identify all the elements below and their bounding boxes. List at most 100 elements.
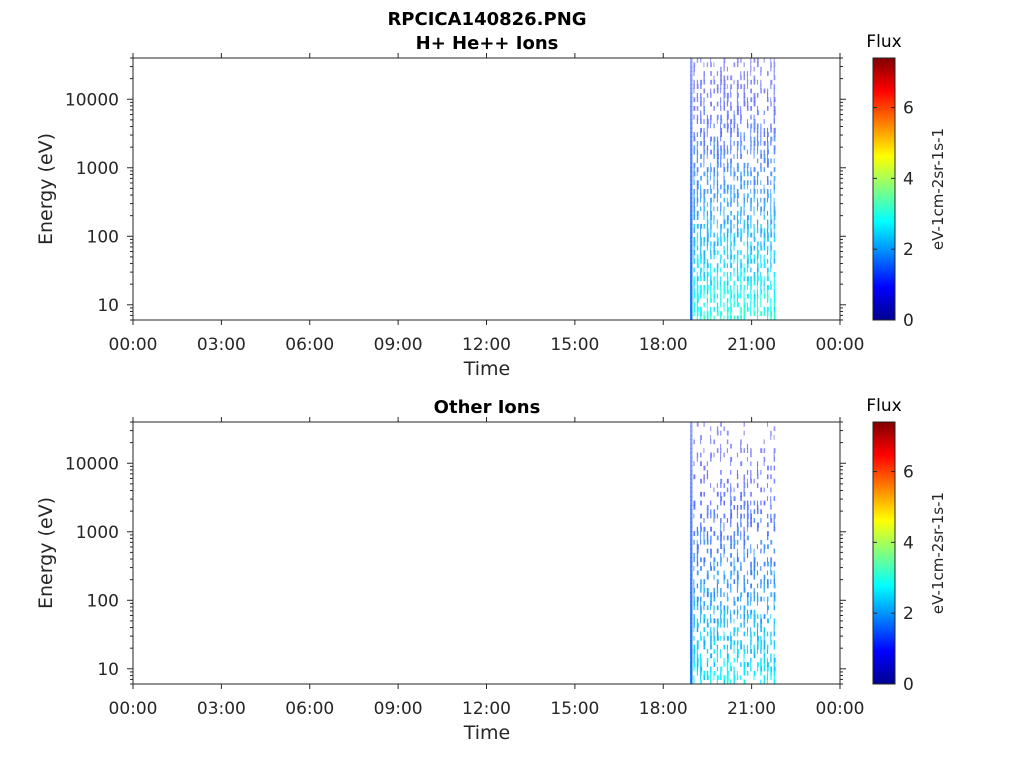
spectrogram-cell: [746, 570, 748, 576]
spectrogram-cell: [723, 175, 725, 181]
spectrogram-cell: [710, 114, 712, 120]
spectrogram-cell: [743, 583, 746, 589]
spectrogram-cell: [770, 97, 772, 103]
spectrogram-cell: [726, 189, 729, 194]
spectrogram-cell: [740, 293, 742, 299]
spectrogram-cell: [706, 504, 709, 510]
spectrogram-cell: [690, 461, 693, 467]
spectrogram-cell: [746, 197, 749, 203]
spectrogram-cell: [770, 232, 773, 238]
spectrogram-cell: [690, 618, 693, 624]
spectrogram-cell: [736, 88, 738, 94]
spectrogram-cell: [746, 167, 749, 172]
spectrogram-cell: [766, 88, 769, 94]
spectrogram-cell: [690, 171, 693, 177]
spectrogram-cell: [763, 258, 766, 264]
spectrogram-cell: [706, 280, 708, 286]
spectrogram-cell: [750, 289, 752, 295]
spectrogram-cell: [706, 232, 709, 238]
spectrogram-cell: [736, 140, 739, 146]
figure-title: RPCICA140826.PNG: [387, 9, 586, 30]
spectrogram-cell: [703, 132, 706, 137]
spectrogram-cell: [690, 483, 693, 488]
spectrogram-cell: [750, 127, 752, 133]
spectrogram-cell: [733, 175, 735, 181]
spectrogram-cell: [760, 232, 762, 238]
spectrogram-cell: [760, 579, 762, 584]
spectrogram-cell: [720, 609, 723, 615]
y-tick-label: 10000: [65, 90, 119, 110]
spectrogram-cell: [730, 640, 733, 646]
spectrogram-cell: [733, 285, 735, 290]
spectrogram-cell: [726, 197, 728, 203]
panel-title: Other Ions: [434, 397, 541, 418]
spectrogram-cell: [723, 258, 725, 264]
spectrogram-cell: [760, 149, 762, 155]
spectrogram-cell: [750, 302, 752, 308]
spectrogram-cell: [700, 531, 702, 536]
spectrogram-cell: [756, 544, 758, 550]
spectrogram-cell: [730, 635, 732, 641]
spectrogram-cell: [750, 470, 752, 475]
spectrogram-cell: [700, 657, 702, 663]
spectrogram-cell: [763, 644, 766, 650]
spectrogram-cell: [730, 136, 732, 142]
spectrogram-cell: [756, 622, 759, 628]
spectrogram-cell: [760, 679, 762, 684]
spectrogram-cell: [703, 250, 706, 255]
spectrogram-cell: [773, 110, 776, 116]
spectrogram-cell: [693, 618, 695, 624]
spectrogram-cell: [690, 123, 693, 129]
spectrogram-cell: [760, 293, 762, 299]
spectrogram-cell: [770, 592, 773, 598]
spectrogram-cell: [706, 315, 709, 320]
spectrogram-cell: [766, 228, 769, 234]
spectrogram-cell: [696, 622, 699, 628]
spectrogram-cell: [696, 154, 698, 159]
spectrogram-cell: [746, 245, 749, 251]
spectrogram-cell: [773, 452, 775, 458]
spectrogram-cell: [700, 491, 703, 497]
spectrogram-cell: [756, 570, 759, 576]
spectrogram-cell: [690, 71, 693, 76]
spectrogram-cell: [730, 456, 733, 462]
spectrogram-cell: [700, 197, 702, 203]
spectrogram-cell: [703, 618, 706, 624]
spectrogram-cell: [730, 504, 732, 510]
spectrogram-cell: [730, 496, 732, 501]
spectrogram-cell: [756, 189, 758, 194]
spectrogram-cell: [740, 149, 742, 155]
spectrogram-cell: [756, 522, 759, 528]
spectrogram-cell: [743, 483, 746, 488]
spectrogram-cell: [736, 132, 739, 137]
spectrogram-cell: [723, 66, 725, 72]
spectrogram-cell: [700, 535, 702, 541]
spectrogram-cell: [773, 189, 775, 194]
spectrogram-cell: [716, 162, 719, 168]
spectrogram-cell: [696, 241, 698, 247]
spectrogram-cell: [773, 132, 776, 137]
spectrogram-cell: [746, 237, 748, 242]
spectrogram-cell: [763, 548, 765, 554]
spectrogram-cell: [713, 267, 715, 273]
spectrogram-cell: [706, 215, 708, 220]
spectrogram-cell: [690, 548, 693, 554]
spectrogram-cell: [733, 657, 735, 663]
spectrogram-cell: [716, 263, 719, 268]
spectrogram-cell: [706, 267, 708, 273]
spectrogram-cell: [760, 223, 762, 229]
spectrogram-cell: [723, 180, 726, 186]
spectrogram-cell: [726, 285, 729, 290]
spectrogram-cell: [713, 79, 716, 85]
spectrogram-cell: [696, 114, 699, 120]
spectrogram-cell: [743, 553, 745, 558]
spectrogram-cell: [690, 435, 693, 440]
spectrogram-cell: [723, 263, 726, 268]
spectrogram-cell: [726, 280, 729, 286]
spectrogram-cell: [740, 140, 743, 146]
spectrogram-cell: [746, 448, 749, 453]
spectrogram-cell: [733, 504, 736, 510]
spectrogram-cell: [743, 605, 746, 611]
spectrogram-cell: [696, 285, 699, 290]
